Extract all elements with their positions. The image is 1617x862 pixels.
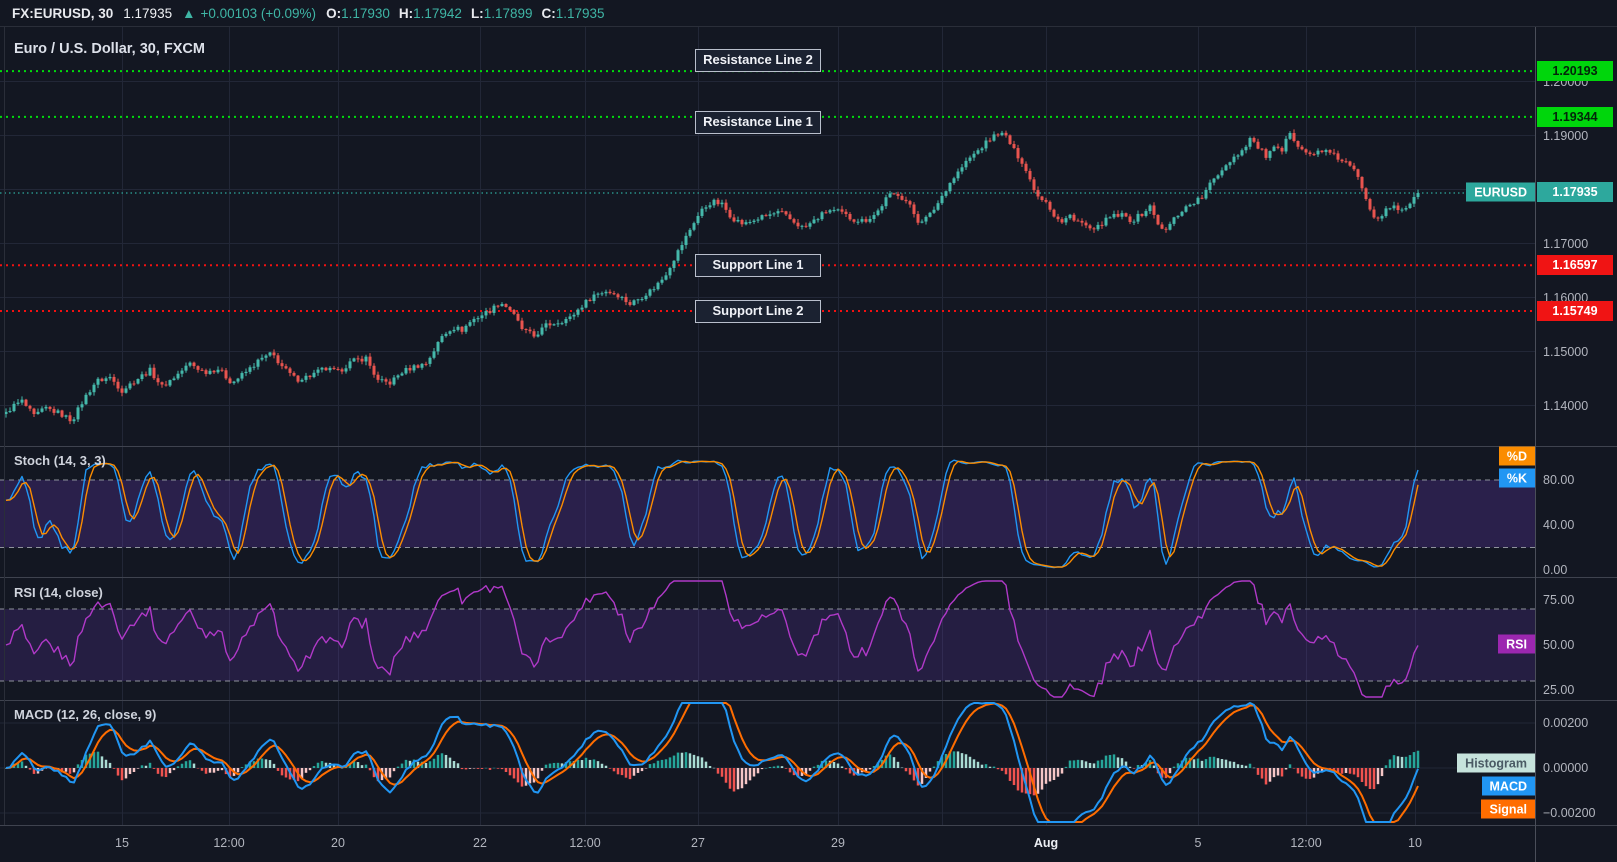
symbol-info-bar: FX:EURUSD, 30 1.17935 ▲ +0.00103 (+0.09%… — [0, 0, 1617, 27]
ohlc-values: O:1.17930 H:1.17942 L:1.17899 C:1.17935 — [326, 6, 605, 21]
drawing-label[interactable]: Resistance Line 2 — [695, 49, 821, 72]
price-change: ▲ +0.00103 (+0.09%) — [182, 6, 316, 21]
symbol-name: FX:EURUSD, 30 — [12, 5, 114, 21]
ohlc-pair: O:1.17930 — [326, 5, 390, 21]
drawing-label[interactable]: Resistance Line 1 — [695, 111, 821, 134]
direction-up-icon: ▲ — [182, 5, 196, 21]
ohlc-pair: L:1.17899 — [470, 5, 533, 21]
ohlc-pair: H:1.17942 — [398, 5, 462, 21]
price-axis[interactable] — [1535, 27, 1617, 826]
drawing-label[interactable]: Support Line 2 — [695, 300, 821, 323]
drawing-label[interactable]: Support Line 1 — [695, 254, 821, 277]
ohlc-pair: C:1.17935 — [541, 5, 605, 21]
last-price-value: 1.17935 — [123, 5, 173, 21]
time-axis[interactable] — [0, 826, 1535, 862]
change-value: +0.00103 (+0.09%) — [200, 5, 317, 21]
